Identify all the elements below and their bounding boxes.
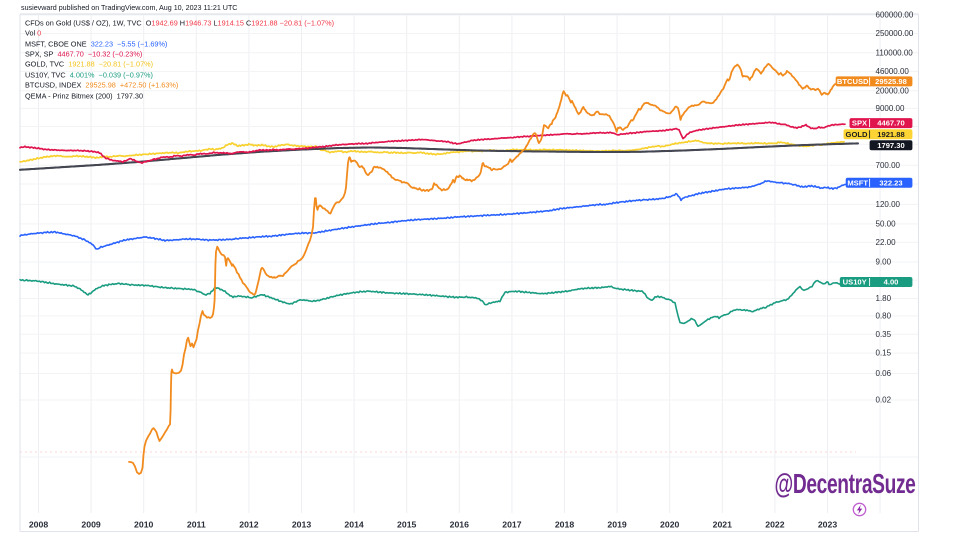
- svg-text:9.00: 9.00: [876, 258, 892, 267]
- svg-text:2009: 2009: [81, 520, 100, 530]
- svg-text:322.23: 322.23: [879, 178, 902, 187]
- svg-text:2012: 2012: [239, 520, 258, 530]
- svg-text:2013: 2013: [292, 520, 311, 530]
- svg-text:US10Y: US10Y: [843, 278, 867, 287]
- svg-text:20000.00: 20000.00: [876, 86, 910, 95]
- svg-text:110000.00: 110000.00: [876, 48, 914, 57]
- svg-text:120.00: 120.00: [876, 200, 901, 209]
- svg-text:700.00: 700.00: [876, 161, 901, 170]
- svg-text:2022: 2022: [765, 520, 784, 530]
- svg-text:0.15: 0.15: [876, 349, 892, 358]
- svg-text:BTCUSD: BTCUSD: [837, 77, 869, 86]
- svg-text:2015: 2015: [397, 520, 416, 530]
- svg-text:4.00: 4.00: [884, 278, 899, 287]
- svg-text:29525.98: 29525.98: [875, 77, 907, 86]
- svg-text:2008: 2008: [29, 520, 48, 530]
- svg-text:2011: 2011: [187, 520, 206, 530]
- svg-text:2010: 2010: [134, 520, 153, 530]
- svg-text:46000.00: 46000.00: [876, 67, 910, 76]
- svg-text:2019: 2019: [607, 520, 626, 530]
- svg-text:1921.88: 1921.88: [877, 130, 904, 139]
- svg-text:50.00: 50.00: [876, 220, 897, 229]
- svg-text:600000.00: 600000.00: [876, 11, 914, 20]
- svg-text:0.80: 0.80: [876, 312, 892, 321]
- svg-text:0.35: 0.35: [876, 330, 892, 339]
- svg-text:2016: 2016: [450, 520, 469, 530]
- svg-text:SPX: SPX: [852, 119, 867, 128]
- svg-text:0.06: 0.06: [876, 369, 892, 378]
- svg-text:4467.70: 4467.70: [877, 119, 904, 128]
- svg-text:1.80: 1.80: [876, 294, 892, 303]
- svg-text:2023: 2023: [818, 520, 837, 530]
- svg-text:2014: 2014: [344, 520, 363, 530]
- svg-text:9000.00: 9000.00: [876, 104, 905, 113]
- svg-text:2021: 2021: [713, 520, 732, 530]
- svg-text:GOLD: GOLD: [846, 130, 868, 139]
- svg-text:1797.30: 1797.30: [877, 141, 904, 150]
- svg-text:2018: 2018: [555, 520, 574, 530]
- svg-text:MSFT: MSFT: [847, 178, 868, 187]
- svg-text:@DecentraSuze: @DecentraSuze: [774, 468, 915, 500]
- svg-text:2017: 2017: [502, 520, 521, 530]
- svg-text:0.02: 0.02: [876, 396, 892, 405]
- svg-text:250000.00: 250000.00: [876, 29, 914, 38]
- svg-text:22.00: 22.00: [876, 238, 897, 247]
- svg-text:2020: 2020: [660, 520, 679, 530]
